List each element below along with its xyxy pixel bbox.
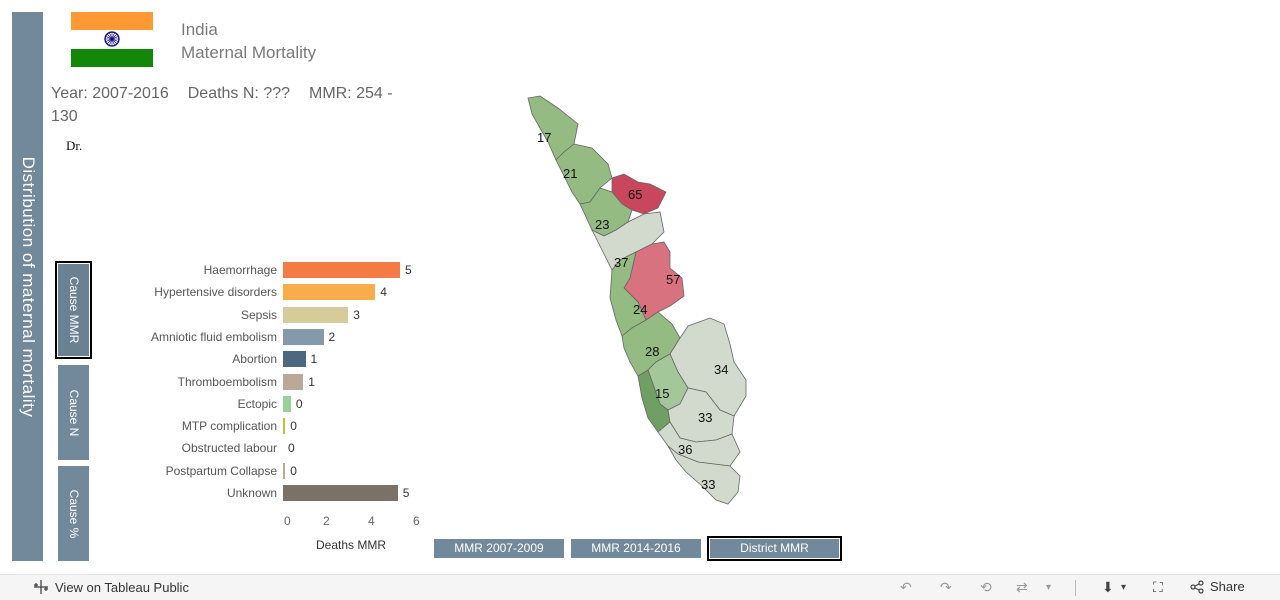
- district-mmr-label: 24: [633, 302, 647, 317]
- bar-value-label: 1: [310, 352, 318, 367]
- x-axis-title: Deaths MMR: [316, 538, 387, 552]
- district-thiruvananthapuram[interactable]: [667, 445, 741, 505]
- bar-value-label: 5: [405, 263, 412, 277]
- bar[interactable]: [283, 284, 376, 301]
- bar-value-label: 0: [295, 396, 303, 411]
- fullscreen-icon[interactable]: ⛶: [1153, 579, 1163, 595]
- mmr-2007-2009-button[interactable]: MMR 2007-2009: [434, 539, 564, 558]
- district-mmr-label: 15: [655, 386, 669, 401]
- bar[interactable]: [283, 373, 304, 390]
- district-mmr-label: 23: [595, 217, 609, 232]
- bar[interactable]: [283, 262, 400, 278]
- bar[interactable]: [283, 395, 291, 412]
- x-tick-2: 2: [323, 514, 330, 528]
- bar-label: Hypertensive disorders: [154, 285, 277, 300]
- bar[interactable]: [283, 306, 349, 323]
- share-button[interactable]: Share: [1190, 579, 1245, 594]
- view-on-tableau-link[interactable]: View on Tableau Public: [33, 579, 189, 595]
- district-mmr-label: 33: [701, 477, 715, 492]
- district-mmr-label: 28: [645, 344, 659, 359]
- india-flag: [71, 12, 153, 67]
- share-icon: [1190, 579, 1204, 594]
- bar[interactable]: [283, 351, 306, 368]
- bar-value-label: 5: [402, 486, 410, 500]
- download-icon[interactable]: ⬇: [1102, 579, 1114, 595]
- share-label: Share: [1210, 579, 1245, 594]
- chevron-down-icon[interactable]: ▾: [1046, 582, 1052, 593]
- district-mmr-label: 36: [678, 442, 692, 457]
- bar-label: Unknown: [226, 486, 277, 500]
- bar[interactable]: [283, 485, 398, 501]
- undo-icon[interactable]: ↶: [900, 579, 912, 595]
- district-mmr-label: 37: [614, 255, 628, 270]
- district-mmr-label: 65: [628, 187, 642, 202]
- refresh-icon[interactable]: ⇄: [1016, 579, 1028, 595]
- district-thrissur[interactable]: [609, 251, 647, 337]
- revert-icon[interactable]: ⟲: [980, 579, 992, 595]
- country-title: India: [181, 20, 218, 39]
- mmr-range: MMR: 254 - 130: [51, 85, 393, 125]
- ashoka-chakra-icon: [104, 31, 120, 48]
- side-banner: Distribution of maternal mortality: [12, 12, 43, 561]
- tab-cause-mmr[interactable]: Cause MMR: [55, 261, 92, 359]
- author-label: Dr.: [66, 138, 83, 153]
- x-tick-6: 6: [413, 514, 420, 528]
- bar-label: Haemorrhage: [203, 263, 277, 277]
- district-mmr-label: 34: [714, 362, 728, 377]
- district-mmr-button[interactable]: District MMR: [707, 536, 842, 561]
- bar-label: Thromboembolism: [177, 374, 277, 389]
- bar-label: Sepsis: [240, 307, 277, 322]
- bar-label: Ectopic: [237, 396, 277, 411]
- bar[interactable]: [283, 418, 286, 435]
- deaths-count: Deaths N: ???: [187, 85, 291, 102]
- view-on-tableau-label: View on Tableau Public: [55, 579, 189, 595]
- district-mmr-label: 33: [698, 410, 712, 425]
- bar-value-label: 0: [288, 441, 295, 456]
- bar-label: Obstructed labour: [181, 441, 277, 456]
- footer-divider: [1075, 580, 1076, 596]
- bar[interactable]: [283, 328, 324, 345]
- district-mmr-label: 21: [563, 166, 577, 181]
- tab-cause-percent[interactable]: Cause %: [58, 466, 89, 561]
- summary-stats: Year: 2007-2016 Deaths N: ??? MMR: 254 - 1…: [51, 82, 421, 128]
- bar-value-label: 1: [308, 374, 315, 389]
- bar-value-label: 0: [290, 463, 297, 478]
- bar-label: Abortion: [232, 352, 277, 367]
- year-range: Year: 2007-2016: [51, 85, 169, 102]
- dashboard-subtitle: Maternal Mortality: [181, 43, 317, 62]
- tableau-logo-icon: [34, 580, 48, 594]
- redo-icon[interactable]: ↷: [940, 579, 952, 595]
- bar-value-label: 0: [290, 419, 297, 434]
- bar[interactable]: [283, 462, 286, 479]
- district-mmr-label: 17: [537, 130, 551, 145]
- district-mmr-label: 57: [666, 272, 680, 287]
- district-map: 17 21 65 23 37 57 24 28 34 15 33 36 33: [520, 92, 760, 512]
- bar-label: MTP complication: [181, 419, 277, 434]
- bar-label: Amniotic fluid embolism: [150, 329, 277, 344]
- bar-label: Postpartum Collapse: [165, 463, 277, 478]
- bar-value-label: 2: [328, 329, 336, 344]
- mmr-2014-2016-button[interactable]: MMR 2014-2016: [571, 539, 701, 558]
- x-tick-0: 0: [284, 514, 291, 528]
- download-chevron-icon[interactable]: ▾: [1121, 582, 1127, 593]
- tableau-footer: View on Tableau Public ↶ ↷ ⟲ ⇄ ▾ ⬇ ▾ ⛶ S…: [0, 574, 1280, 600]
- bar-value-label: 3: [353, 307, 360, 322]
- tab-cause-n[interactable]: Cause N: [58, 365, 89, 460]
- x-tick-4: 4: [368, 514, 375, 528]
- side-banner-label: Distribution of maternal mortality: [18, 156, 38, 417]
- bar-value-label: 4: [380, 285, 387, 300]
